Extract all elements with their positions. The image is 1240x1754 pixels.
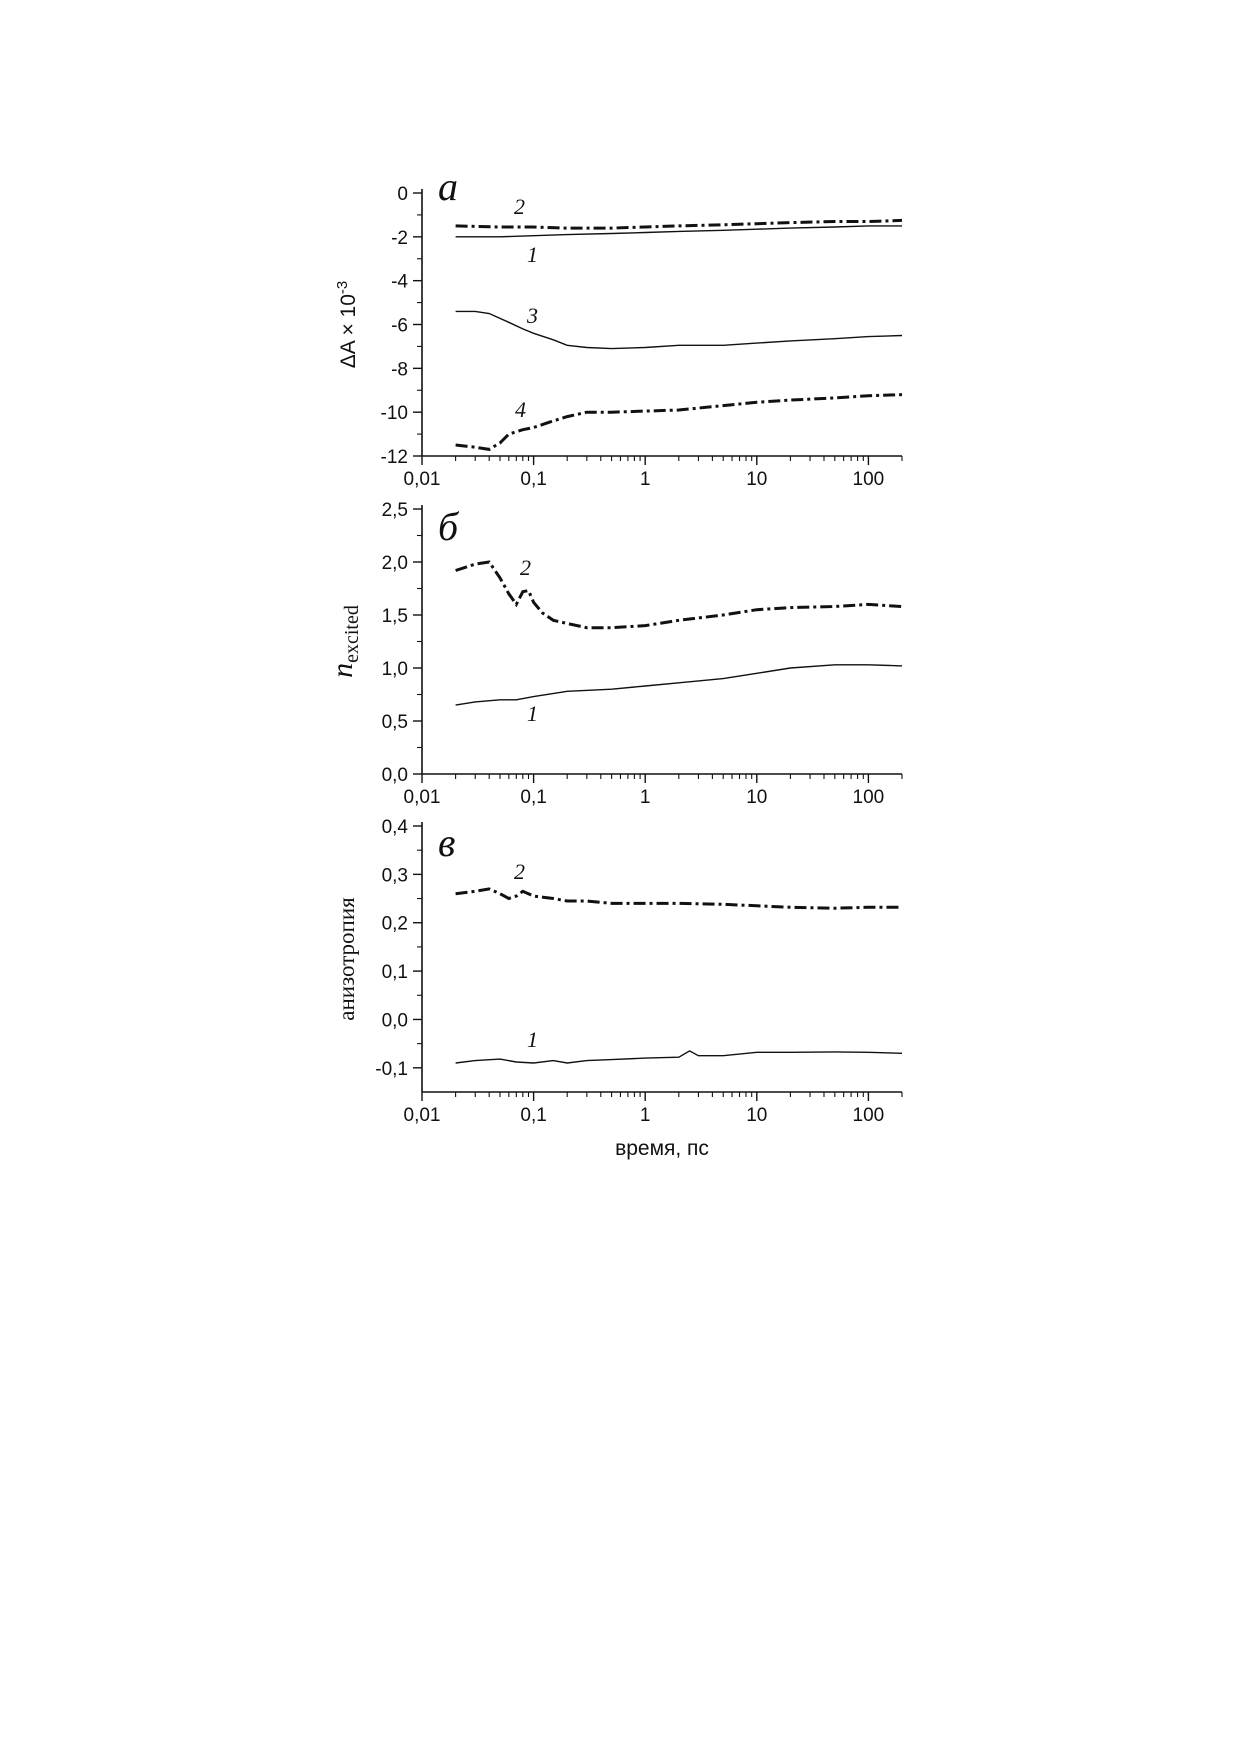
panel-letter: а <box>438 164 458 209</box>
series-line-2 <box>455 887 902 910</box>
y-tick-label: -12 <box>381 447 408 468</box>
y-tick-label: 0,2 <box>382 914 408 935</box>
y-tick-label: 0,0 <box>382 765 408 786</box>
y-tick-label: -4 <box>391 272 408 293</box>
y-tick-label: -10 <box>381 403 408 424</box>
panel-letter: в <box>438 820 455 865</box>
series-line-1 <box>455 664 903 706</box>
series-label-1: 1 <box>527 701 538 726</box>
y-tick-label: 2,0 <box>382 553 408 574</box>
x-tick-label: 0,01 <box>404 787 441 808</box>
x-tick-label: 0,1 <box>520 469 546 490</box>
series-line-3 <box>455 310 903 350</box>
x-tick-label: 0,1 <box>520 787 546 808</box>
x-tick-label: 100 <box>853 1105 885 1126</box>
panel-letter: б <box>438 504 460 549</box>
x-tick-label: 0,01 <box>404 469 441 490</box>
x-tick-label: 0,1 <box>520 1105 546 1126</box>
y-axis-label: анизотропия <box>334 897 359 1021</box>
x-tick-label: 10 <box>746 469 767 490</box>
series-label-2: 2 <box>520 555 531 580</box>
y-tick-label: -6 <box>391 316 408 337</box>
y-tick-label: 0,5 <box>382 712 408 733</box>
chart-panel-2: 0,01 0,1 1 10 100 0,0 0,5 1,0 1,5 2,0 2,5 1 2 б nexcit… <box>326 500 903 808</box>
x-tick-label: 100 <box>853 787 885 808</box>
y-tick-label: 2,5 <box>382 500 408 521</box>
y-tick-label: 1,5 <box>382 606 408 627</box>
series-label-1: 1 <box>527 1027 538 1052</box>
y-tick-label: -2 <box>391 228 408 249</box>
y-axis-label: ΔA × 10-3 <box>334 281 360 369</box>
series-line-1 <box>455 225 902 238</box>
series-line-1 <box>455 1050 903 1064</box>
y-axis-label: nexcited <box>326 605 363 678</box>
chart-panel-3: 0,01 0,1 1 10 100 -0,1 0,0 0,1 0,2 0,3 0,4 1 2 в анизо… <box>334 817 903 1160</box>
y-tick-label: 0,3 <box>382 865 408 886</box>
series-label-3: 3 <box>526 303 538 328</box>
y-tick-label: 1,0 <box>382 659 408 680</box>
y-tick-label: 0 <box>397 184 408 205</box>
y-tick-label: -0,1 <box>375 1059 408 1080</box>
y-tick-label: -8 <box>391 359 408 380</box>
series-label-4: 4 <box>515 397 526 422</box>
x-axis-label: время, пс <box>615 1137 709 1160</box>
x-tick-label: 0,01 <box>404 1105 441 1126</box>
y-tick-label: 0,1 <box>382 962 408 983</box>
series-label-1: 1 <box>527 242 538 267</box>
series-label-2: 2 <box>514 859 525 884</box>
y-tick-label: 0,4 <box>382 817 409 838</box>
x-tick-label: 10 <box>746 1105 767 1126</box>
x-tick-label: 1 <box>640 1105 651 1126</box>
x-tick-label: 10 <box>746 787 767 808</box>
x-tick-label: 1 <box>640 469 651 490</box>
x-tick-label: 1 <box>640 787 651 808</box>
y-tick-label: 0,0 <box>382 1010 408 1031</box>
series-line-2 <box>455 560 903 630</box>
series-line-4 <box>455 393 903 451</box>
series-line-2 <box>455 218 903 230</box>
series-label-2: 2 <box>514 194 525 219</box>
x-tick-label: 100 <box>853 469 885 490</box>
